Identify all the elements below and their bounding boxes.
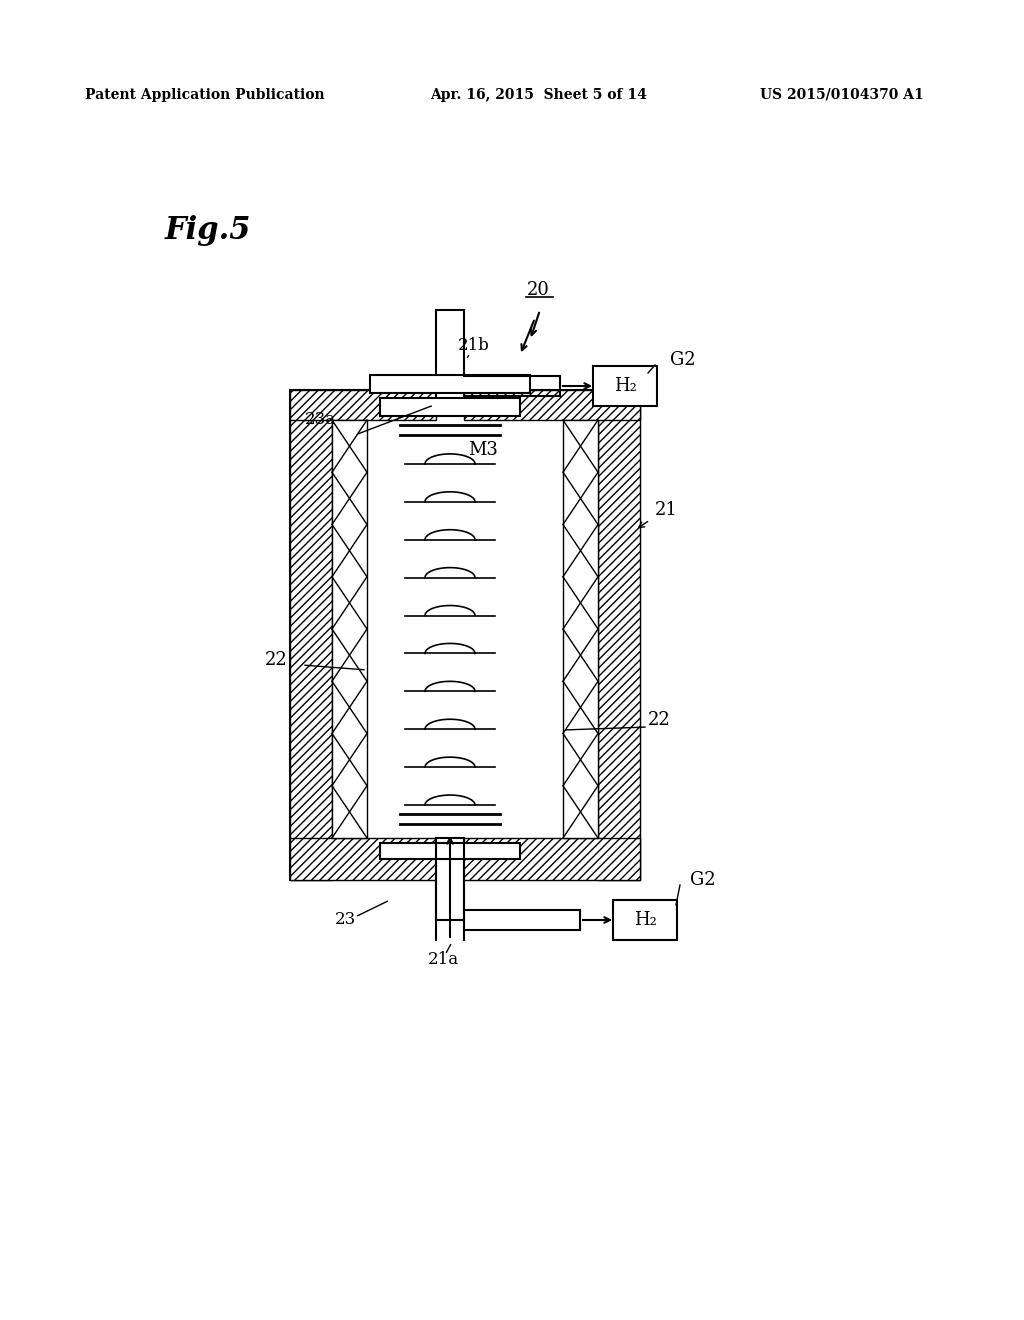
Bar (290, 838, 640, 880)
Bar (290, 389, 640, 880)
Bar (290, 389, 436, 420)
Text: 23a: 23a (305, 412, 336, 429)
Text: Apr. 16, 2015  Sheet 5 of 14: Apr. 16, 2015 Sheet 5 of 14 (430, 88, 647, 102)
Bar (380, 843, 520, 859)
Text: Fig.5: Fig.5 (165, 214, 252, 246)
Bar (370, 375, 530, 393)
FancyBboxPatch shape (613, 900, 677, 940)
Text: M3: M3 (468, 441, 498, 459)
Text: 22: 22 (265, 651, 288, 669)
Text: H₂: H₂ (613, 378, 637, 395)
Text: G2: G2 (670, 351, 695, 370)
Text: H₂: H₂ (634, 911, 656, 929)
FancyBboxPatch shape (593, 366, 657, 407)
Bar (380, 399, 520, 416)
Text: US 2015/0104370 A1: US 2015/0104370 A1 (760, 88, 924, 102)
Bar (436, 310, 464, 405)
Bar (290, 389, 332, 880)
Text: 21: 21 (655, 502, 678, 519)
Text: 22: 22 (648, 711, 671, 729)
Bar (332, 420, 367, 838)
Bar (464, 389, 640, 420)
Text: 23: 23 (335, 912, 356, 928)
Text: Patent Application Publication: Patent Application Publication (85, 88, 325, 102)
Text: 21b: 21b (458, 337, 489, 354)
Text: 21a: 21a (428, 952, 459, 969)
Bar (436, 838, 464, 920)
Text: G2: G2 (690, 871, 716, 888)
Bar (563, 420, 598, 838)
Bar (598, 389, 640, 880)
Text: 20: 20 (526, 281, 550, 300)
